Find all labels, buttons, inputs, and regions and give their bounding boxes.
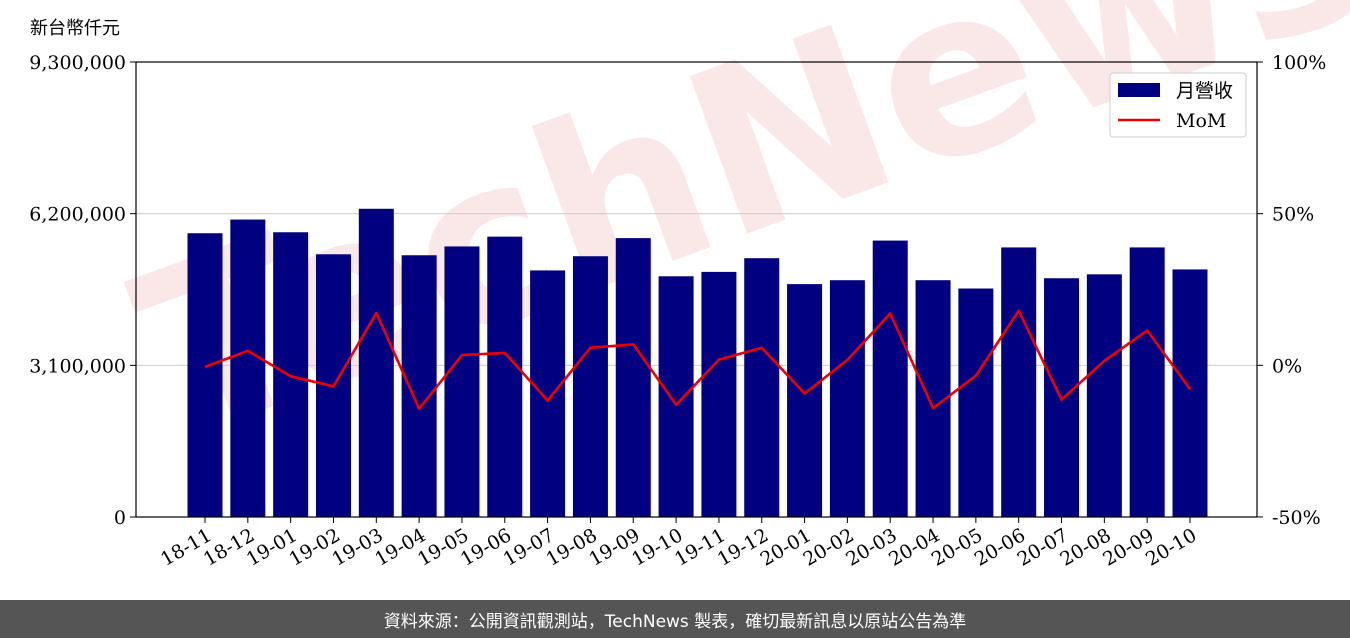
right-tick-label: 50% xyxy=(1272,204,1314,226)
y-unit-label: 新台幣仟元 xyxy=(30,18,120,39)
x-tick-label: 20-10 xyxy=(1142,524,1200,570)
left-tick-label: 3,100,000 xyxy=(29,355,126,377)
bar-19-12 xyxy=(744,258,780,517)
x-axis: 18-1118-1219-0119-0219-0319-0419-0519-06… xyxy=(157,517,1201,571)
left-tick-label: 0 xyxy=(114,507,126,529)
right-axis: -50% 0% 50% 100% xyxy=(1257,52,1326,529)
mom-line xyxy=(204,309,1192,411)
bar-18-11 xyxy=(187,233,223,517)
plot-frame xyxy=(135,61,1258,518)
bar-19-01 xyxy=(273,232,309,518)
bar-20-09 xyxy=(1129,247,1165,517)
source-footer: 資料來源：公開資訊觀測站，TechNews 製表，確切最新訊息以原站公告為準 xyxy=(0,600,1350,638)
legend-label-revenue: 月營收 xyxy=(1176,80,1233,102)
right-tick-label: -50% xyxy=(1272,507,1321,529)
bar-20-06 xyxy=(1001,247,1037,517)
bar-19-03 xyxy=(358,208,394,517)
bar-19-09 xyxy=(615,238,651,517)
legend-swatch-revenue xyxy=(1118,83,1160,97)
bar-20-01 xyxy=(787,284,823,517)
right-tick-label: 100% xyxy=(1272,52,1326,74)
bar-19-07 xyxy=(530,270,566,517)
bar-19-06 xyxy=(487,236,523,517)
bar-20-10 xyxy=(1172,269,1208,517)
revenue-chart: TechNews 0 3,100,000 6,200,000 9,300,000 -5… xyxy=(29,0,1350,571)
left-tick-label: 9,300,000 xyxy=(29,52,126,74)
bar-19-05 xyxy=(444,246,480,518)
mom-line-series xyxy=(204,309,1192,411)
bar-19-04 xyxy=(401,255,437,517)
bar-20-08 xyxy=(1086,274,1122,517)
bar-20-02 xyxy=(829,280,865,517)
legend: 月營收 MoM xyxy=(1109,72,1247,138)
footer-text: 資料來源：公開資訊觀測站，TechNews 製表，確切最新訊息以原站公告為準 xyxy=(383,611,967,632)
bar-20-03 xyxy=(872,240,908,518)
right-tick-label: 0% xyxy=(1272,355,1302,377)
bar-19-10 xyxy=(658,276,694,517)
legend-label-mom: MoM xyxy=(1176,110,1226,132)
bar-18-12 xyxy=(230,219,266,517)
bar-series xyxy=(187,208,1208,518)
bar-19-11 xyxy=(701,271,737,517)
left-axis: 0 3,100,000 6,200,000 9,300,000 xyxy=(29,52,136,529)
bar-19-08 xyxy=(572,256,608,517)
bar-20-05 xyxy=(958,288,994,517)
left-tick-label: 6,200,000 xyxy=(29,204,126,226)
